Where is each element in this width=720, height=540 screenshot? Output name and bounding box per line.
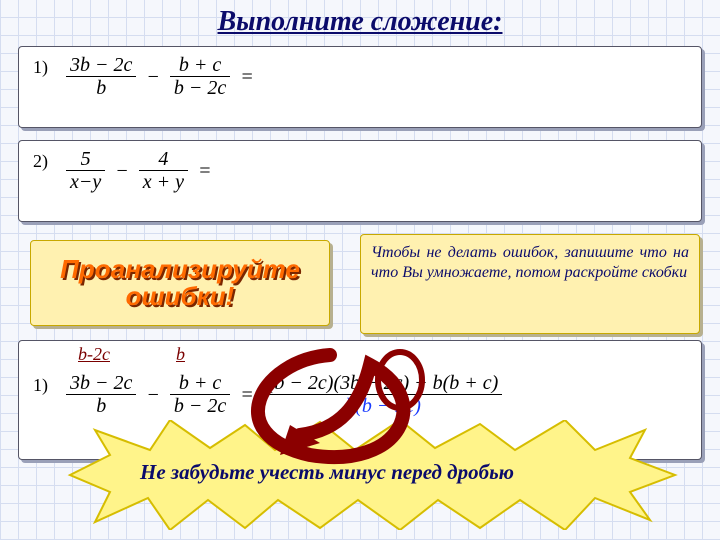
annotation-b: b bbox=[176, 344, 185, 365]
numerator: b + c bbox=[175, 55, 225, 75]
tip-advice-text: Чтобы не делать ошибок, запишите что на … bbox=[371, 243, 689, 283]
problem-number: 2) bbox=[33, 151, 48, 171]
expression-1: 3b − 2c b − b + c b − 2c = bbox=[62, 55, 260, 98]
numerator: 3b − 2c bbox=[66, 373, 136, 393]
denominator: b bbox=[92, 78, 110, 98]
tip-analyze-errors: Проанализируйте ошибки! bbox=[30, 240, 330, 326]
equals: = bbox=[240, 67, 254, 87]
fraction: 4 x + y bbox=[139, 149, 188, 192]
term: b(b + c) bbox=[433, 372, 499, 394]
expression-2: 5 x−y − 4 x + y = bbox=[62, 149, 218, 192]
fraction: 5 x−y bbox=[66, 149, 105, 192]
warning-text: Не забудьте учесть минус перед дробью bbox=[140, 460, 700, 485]
numerator: 3b − 2c bbox=[66, 55, 136, 75]
denominator: b bbox=[92, 396, 110, 416]
operator-minus: − bbox=[146, 67, 160, 87]
fraction: 3b − 2c b bbox=[66, 373, 136, 416]
equals: = bbox=[198, 161, 212, 181]
annotation-b-2c: b-2c bbox=[78, 344, 110, 365]
fraction: 3b − 2c b bbox=[66, 55, 136, 98]
operator-minus: − bbox=[115, 161, 129, 181]
fraction: b + c b − 2c bbox=[170, 55, 230, 98]
tip-advice: Чтобы не делать ошибок, запишите что на … bbox=[360, 234, 700, 334]
numerator: 5 bbox=[77, 149, 95, 169]
denominator: b − 2c bbox=[170, 396, 230, 416]
problem-panel-2: 2) 5 x−y − 4 x + y = bbox=[18, 140, 702, 222]
problem-panel-1: 1) 3b − 2c b − b + c b − 2c = bbox=[18, 46, 702, 128]
fraction: b + c b − 2c bbox=[170, 373, 230, 416]
numerator: b + c bbox=[175, 373, 225, 393]
problem-number: 1) bbox=[33, 57, 48, 77]
tip-analyze-text: Проанализируйте ошибки! bbox=[60, 256, 300, 311]
denominator: x + y bbox=[139, 172, 188, 192]
tip-line: Проанализируйте bbox=[60, 254, 300, 284]
page-title: Выполните сложение: bbox=[0, 0, 720, 42]
operator-minus: − bbox=[146, 385, 160, 405]
arrow-highlight-icon bbox=[230, 345, 430, 465]
denominator: x−y bbox=[66, 172, 105, 192]
problem-number: 1) bbox=[33, 375, 48, 395]
numerator: 4 bbox=[154, 149, 172, 169]
denominator: b − 2c bbox=[170, 78, 230, 98]
tip-line: ошибки! bbox=[126, 281, 235, 311]
